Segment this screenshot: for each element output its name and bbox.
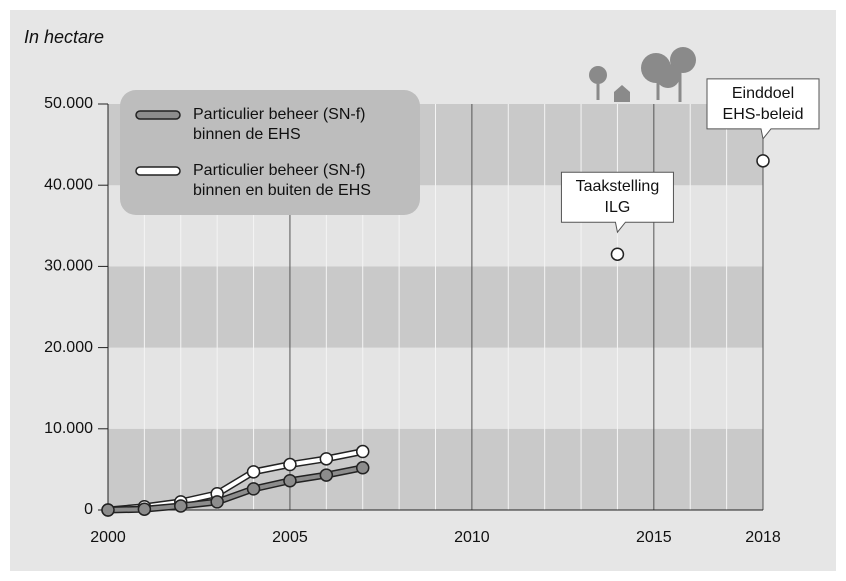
point xyxy=(319,452,334,466)
legend-label: Particulier beheer (SN-f) binnen de EHS xyxy=(193,106,366,143)
tree xyxy=(589,66,607,84)
point xyxy=(355,461,370,475)
callout xyxy=(706,78,820,140)
point xyxy=(101,503,115,517)
point xyxy=(355,444,370,459)
target-point xyxy=(756,154,770,168)
x-tick-label: 2015 xyxy=(636,529,672,546)
annotation-label: Taakstelling ILG xyxy=(576,178,660,216)
y-tick-label: 10.000 xyxy=(44,420,93,437)
target-point xyxy=(610,247,625,261)
point xyxy=(283,457,297,472)
x-tick-label: 2010 xyxy=(454,529,490,546)
y-tick-label: 40.000 xyxy=(44,176,93,193)
legend-label: Particulier beheer (SN-f) binnen en buite… xyxy=(193,162,371,199)
point xyxy=(319,468,334,482)
tree xyxy=(670,47,696,73)
point xyxy=(137,502,152,516)
point xyxy=(246,482,261,496)
callout xyxy=(560,171,674,234)
legend-swatch xyxy=(135,110,181,120)
y-axis-label: In hectare xyxy=(24,27,104,47)
point xyxy=(174,499,188,513)
y-tick-label: 20.000 xyxy=(44,339,93,356)
point xyxy=(283,474,297,488)
point xyxy=(246,465,261,479)
tree xyxy=(656,64,680,88)
x-tick-label: 2018 xyxy=(745,529,781,546)
legend xyxy=(120,90,420,215)
y-tick-label: 50.000 xyxy=(44,95,93,112)
y-tick-label: 30.000 xyxy=(44,258,93,275)
y-tick-label: 0 xyxy=(84,501,93,518)
x-tick-label: 2000 xyxy=(90,529,126,546)
point xyxy=(210,495,224,509)
house xyxy=(614,85,630,102)
annotation-label: Einddoel EHS-beleid xyxy=(723,85,804,123)
legend-swatch xyxy=(135,166,181,176)
x-tick-label: 2005 xyxy=(272,529,308,546)
decoration xyxy=(589,47,696,102)
